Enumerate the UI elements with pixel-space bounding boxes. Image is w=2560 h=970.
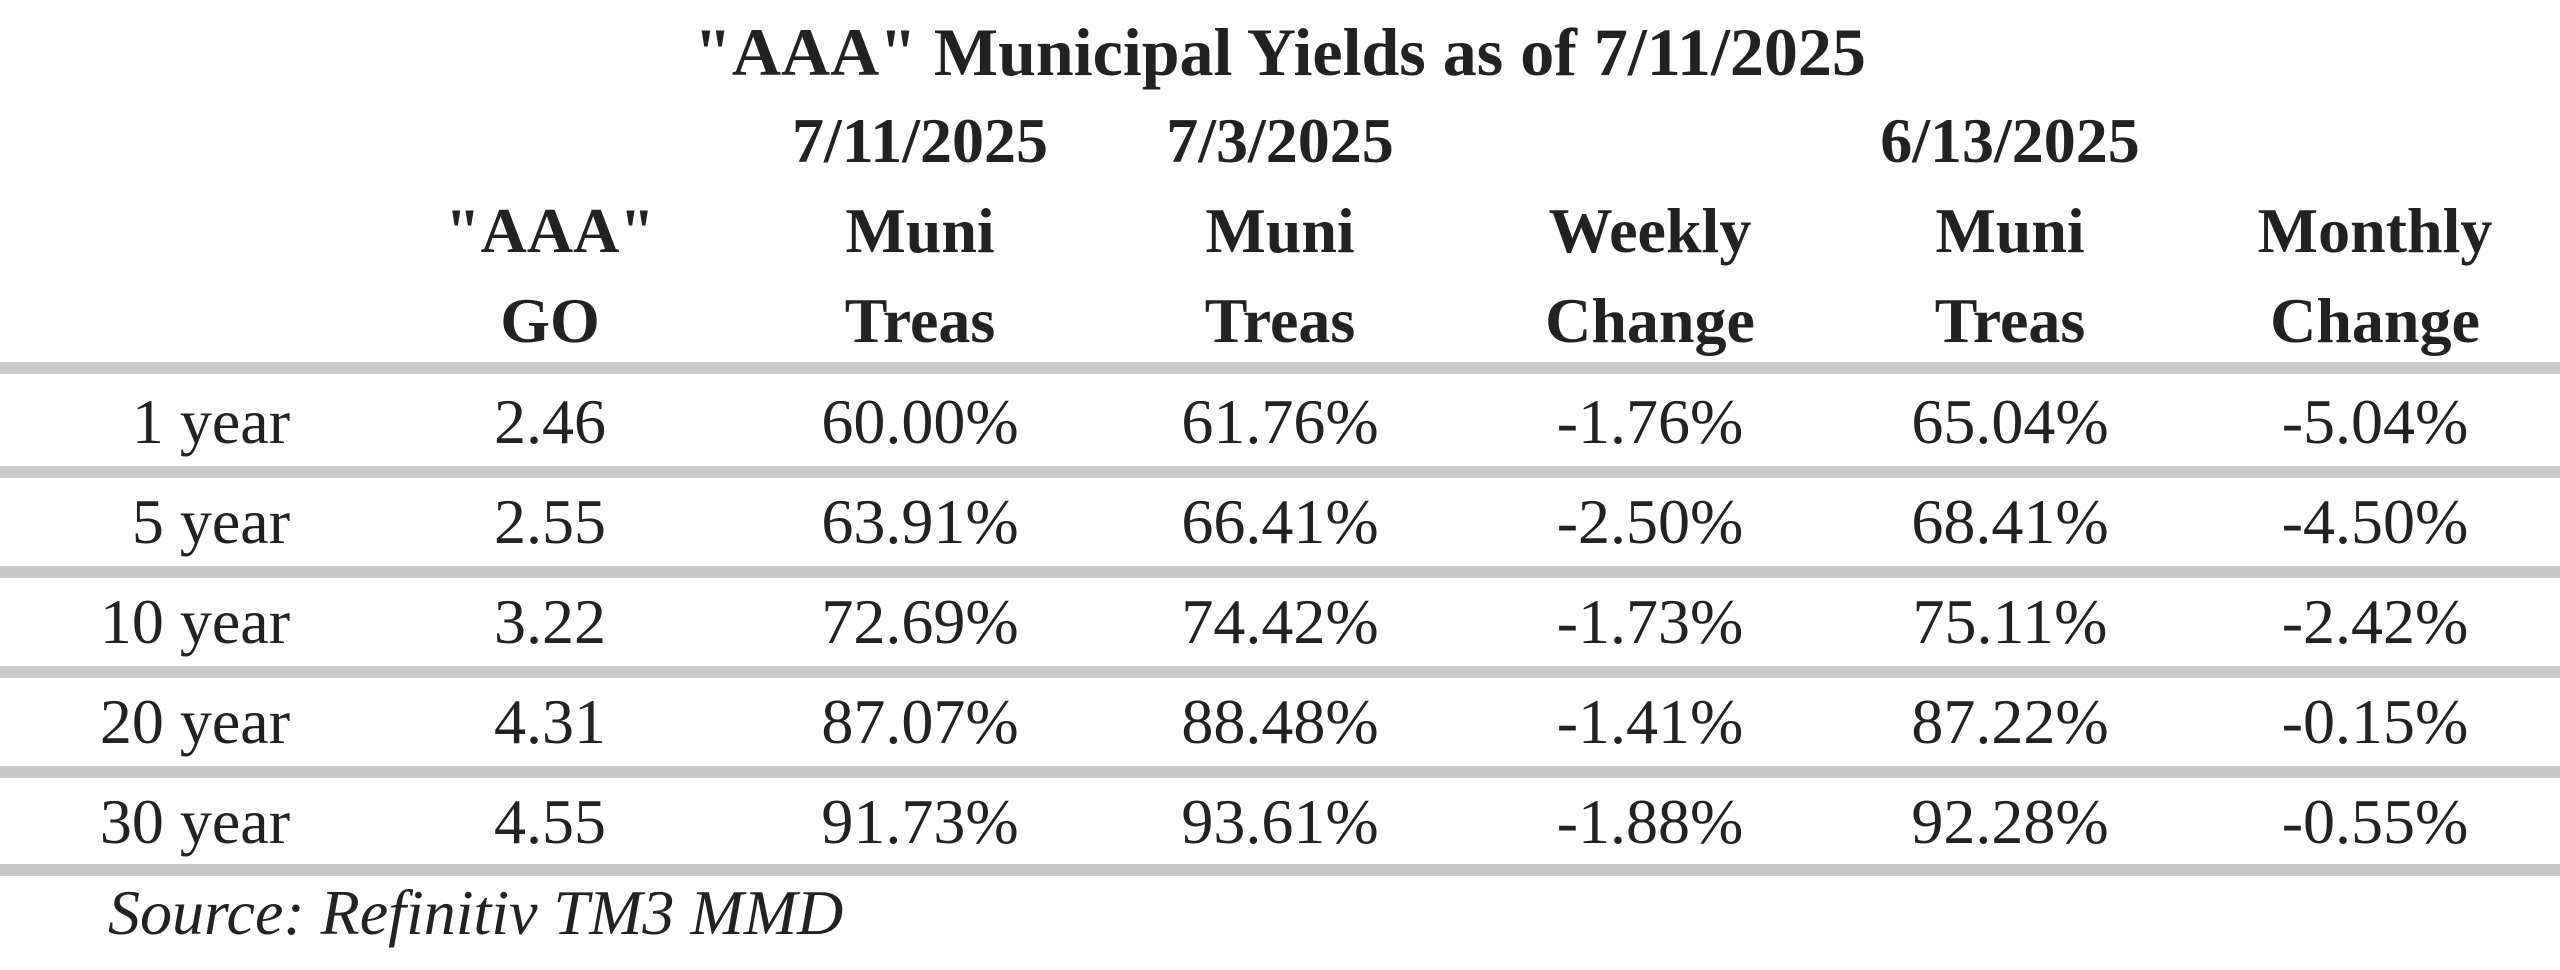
cell-muni-0711: 91.73% <box>821 786 1019 857</box>
row-divider <box>0 466 2560 478</box>
header-weekly-line1: Weekly <box>1548 195 1752 266</box>
cell-muni-0613: 87.22% <box>1911 686 2109 757</box>
cell-weekly-change: -1.73% <box>1556 586 1744 657</box>
row-label-10-year: 10 year <box>99 586 290 657</box>
table-title: "AAA" Municipal Yields as of 7/11/2025 <box>694 14 1866 90</box>
source-note: Source: Refinitiv TM3 MMD <box>108 877 844 948</box>
cell-go: 4.55 <box>494 786 606 857</box>
cell-go: 2.55 <box>494 486 606 557</box>
header-divider <box>0 362 2560 374</box>
cell-muni-0613: 68.41% <box>1911 486 2109 557</box>
header-muni-0703-line1: Muni <box>1205 195 1355 266</box>
header-weekly-line2: Change <box>1545 285 1755 356</box>
header-go-line2: GO <box>500 285 600 356</box>
cell-muni-0703: 74.42% <box>1181 586 1379 657</box>
table-bottom-divider <box>0 864 2560 876</box>
header-muni-0711-line1: Muni <box>845 195 995 266</box>
cell-go: 3.22 <box>494 586 606 657</box>
header-monthly-line2: Change <box>2270 285 2480 356</box>
cell-monthly-change: -4.50% <box>2281 486 2469 557</box>
cell-muni-0711: 60.00% <box>821 386 1019 457</box>
header-muni-0703-line2: Treas <box>1204 285 1356 356</box>
row-divider <box>0 766 2560 778</box>
row-label-5-year: 5 year <box>131 486 290 557</box>
header-go-line1: "AAA" <box>445 195 655 266</box>
cell-muni-0613: 75.11% <box>1912 586 2108 657</box>
cell-monthly-change: -2.42% <box>2281 586 2469 657</box>
row-label-30-year: 30 year <box>99 786 290 857</box>
header-date-6-13-2025: 6/13/2025 <box>1880 105 2140 176</box>
cell-weekly-change: -1.76% <box>1556 386 1744 457</box>
cell-muni-0711: 87.07% <box>821 686 1019 757</box>
cell-monthly-change: -0.55% <box>2281 786 2469 857</box>
header-date-7-11-2025: 7/11/2025 <box>791 105 1049 176</box>
cell-muni-0711: 63.91% <box>821 486 1019 557</box>
cell-muni-0703: 93.61% <box>1181 786 1379 857</box>
cell-muni-0711: 72.69% <box>821 586 1019 657</box>
header-muni-0613-line1: Muni <box>1935 195 2085 266</box>
row-label-1-year: 1 year <box>131 386 290 457</box>
header-date-7-3-2025: 7/3/2025 <box>1166 105 1394 176</box>
cell-muni-0703: 88.48% <box>1181 686 1379 757</box>
cell-weekly-change: -1.41% <box>1556 686 1744 757</box>
cell-muni-0613: 92.28% <box>1911 786 2109 857</box>
cell-muni-0613: 65.04% <box>1911 386 2109 457</box>
cell-monthly-change: -0.15% <box>2281 686 2469 757</box>
header-monthly-line1: Monthly <box>2257 195 2493 266</box>
cell-weekly-change: -2.50% <box>1556 486 1744 557</box>
cell-go: 2.46 <box>494 386 606 457</box>
header-muni-0613-line2: Treas <box>1934 285 2086 356</box>
cell-go: 4.31 <box>494 686 606 757</box>
row-label-20-year: 20 year <box>99 686 290 757</box>
row-divider <box>0 666 2560 678</box>
cell-muni-0703: 61.76% <box>1181 386 1379 457</box>
cell-muni-0703: 66.41% <box>1181 486 1379 557</box>
cell-weekly-change: -1.88% <box>1556 786 1744 857</box>
header-muni-0711-line2: Treas <box>844 285 996 356</box>
row-divider <box>0 566 2560 578</box>
cell-monthly-change: -5.04% <box>2281 386 2469 457</box>
